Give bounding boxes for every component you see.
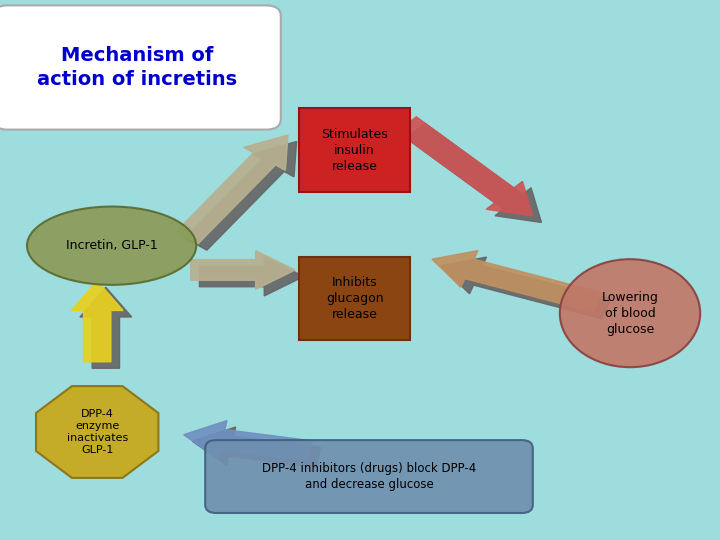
Polygon shape <box>432 251 602 312</box>
Text: Lowering
of blood
glucose: Lowering of blood glucose <box>602 291 658 336</box>
Text: DPP-4
enzyme
inactivates
GLP-1: DPP-4 enzyme inactivates GLP-1 <box>66 409 128 455</box>
FancyBboxPatch shape <box>299 108 410 192</box>
Text: DPP-4 inhibitors (drugs) block DPP-4
and decrease glucose: DPP-4 inhibitors (drugs) block DPP-4 and… <box>262 462 476 491</box>
Polygon shape <box>71 281 123 362</box>
FancyBboxPatch shape <box>0 5 281 130</box>
Polygon shape <box>191 251 295 289</box>
Text: Mechanism of
action of incretins: Mechanism of action of incretins <box>37 46 237 89</box>
Polygon shape <box>406 123 541 222</box>
Ellipse shape <box>560 259 701 367</box>
Polygon shape <box>185 141 297 250</box>
Polygon shape <box>441 257 611 319</box>
Polygon shape <box>36 386 158 478</box>
Polygon shape <box>184 421 312 461</box>
Polygon shape <box>80 287 132 368</box>
Polygon shape <box>397 117 533 216</box>
Polygon shape <box>176 135 288 244</box>
Text: Stimulates
insulin
release: Stimulates insulin release <box>321 127 388 173</box>
Text: Inhibits
glucagon
release: Inhibits glucagon release <box>325 276 384 321</box>
FancyBboxPatch shape <box>205 440 533 513</box>
Polygon shape <box>199 257 304 296</box>
Polygon shape <box>192 427 320 468</box>
Ellipse shape <box>27 206 196 285</box>
Text: Incretin, GLP-1: Incretin, GLP-1 <box>66 239 158 252</box>
FancyBboxPatch shape <box>299 256 410 340</box>
